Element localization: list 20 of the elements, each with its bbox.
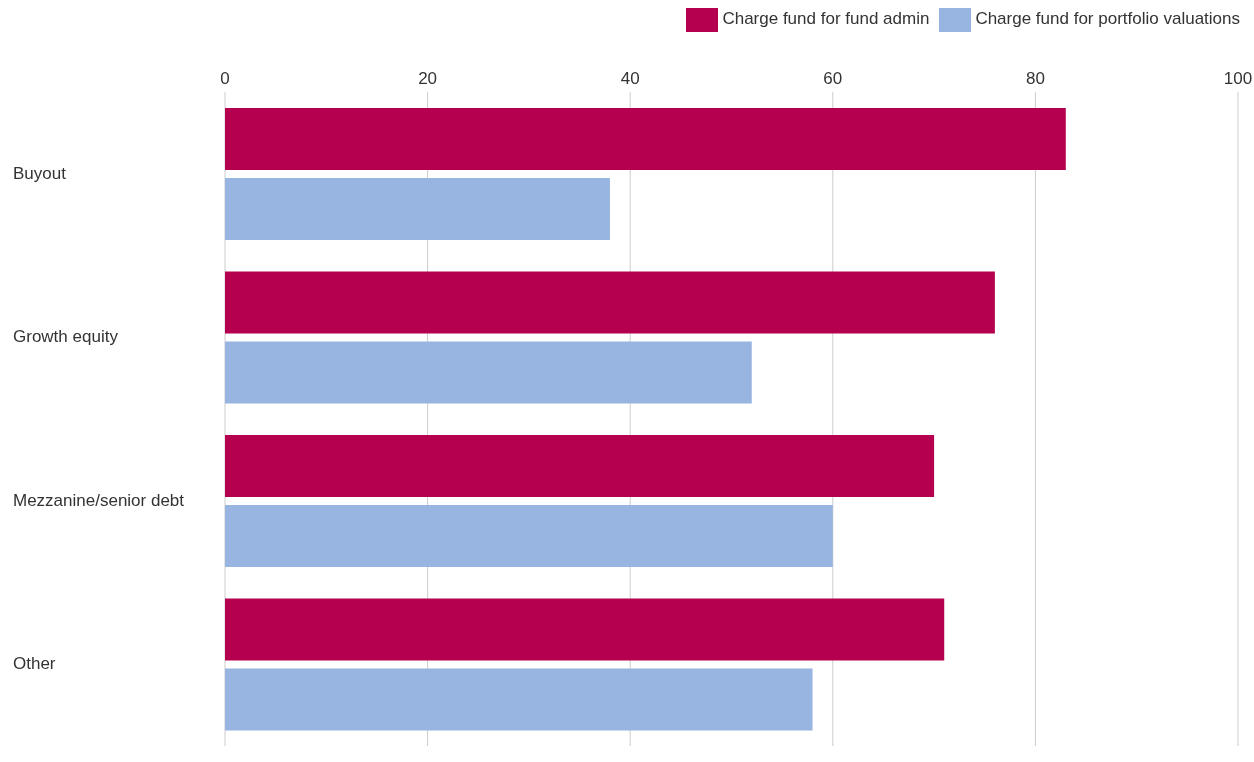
x-tick-label: 40 [620, 69, 640, 88]
legend-label: Charge fund for fund admin [722, 9, 930, 29]
bar [225, 271, 995, 334]
bar [225, 505, 833, 567]
bar [225, 108, 1066, 170]
x-tick-label: 20 [418, 69, 438, 88]
bar [225, 598, 945, 661]
y-tick-label: Buyout [13, 163, 67, 183]
y-tick-label: Other [13, 654, 56, 674]
bar [225, 668, 813, 731]
legend-label: Charge fund for portfolio valuations [975, 9, 1240, 29]
bar [225, 435, 935, 497]
x-tick-label: 80 [1025, 69, 1045, 88]
y-tick-label: Mezzanine/senior debt [13, 490, 185, 510]
x-tick-label: 100 [1223, 69, 1253, 88]
x-tick-label: 60 [823, 69, 843, 88]
bar [225, 341, 752, 404]
bar [225, 178, 610, 240]
y-tick-label: Growth equity [13, 327, 119, 347]
x-tick-label: 0 [220, 69, 230, 88]
